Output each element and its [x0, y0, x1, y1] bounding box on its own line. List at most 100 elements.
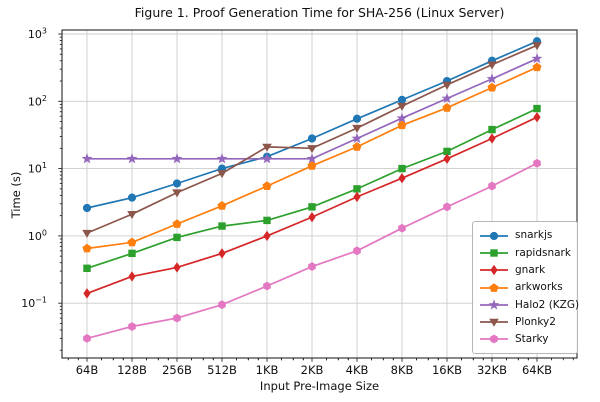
marker-hexagon	[353, 246, 361, 256]
marker-triangle-down	[442, 81, 452, 90]
marker-hexagon	[83, 333, 91, 343]
legend-label: gnark	[515, 263, 546, 276]
marker-square	[490, 249, 498, 257]
marker-hexagon	[490, 335, 498, 344]
legend-label: Starky	[515, 333, 549, 346]
series-rapidsnark	[83, 104, 541, 273]
x-tick-label: 64KB	[522, 363, 552, 377]
marker-star	[396, 112, 408, 123]
marker-triangle-down	[532, 42, 542, 51]
marker-diamond	[398, 173, 406, 184]
marker-circle	[489, 231, 499, 240]
x-tick-label: 32KB	[477, 363, 507, 377]
marker-triangle-down	[352, 124, 362, 133]
legend-item-starky: Starky	[479, 331, 570, 348]
legend-item-plonky2: Plonky2	[479, 313, 570, 330]
marker-star	[531, 52, 543, 64]
marker-hexagon	[263, 281, 271, 291]
series-plonky2	[82, 42, 542, 238]
y-tick-label: 102	[28, 94, 47, 109]
marker-circle	[82, 203, 92, 213]
marker-square	[443, 147, 451, 156]
chart-title: Figure 1. Proof Generation Time for SHA-…	[134, 5, 505, 20]
marker-star	[216, 153, 228, 164]
marker-star	[81, 153, 93, 164]
marker-star	[171, 153, 183, 164]
legend-item-gnark: gnark	[479, 262, 570, 279]
marker-hexagon	[443, 202, 451, 212]
marker-circle	[352, 114, 362, 123]
x-tick-label: 1KB	[256, 363, 279, 377]
legend-label: Halo2 (KZG)	[515, 298, 580, 311]
y-tick-label: 100	[28, 228, 47, 243]
x-tick-label: 256B	[162, 363, 192, 377]
legend-label: arkworks	[515, 281, 563, 294]
marker-hexagon	[218, 300, 226, 310]
x-tick-label: 16KB	[432, 363, 462, 377]
marker-square	[533, 104, 541, 113]
legend-label: snarkjs	[515, 229, 553, 242]
marker-pentagon	[82, 243, 92, 253]
legend: snarkjs rapidsnark gnark arkworks Halo2 (KZG…	[472, 221, 579, 355]
marker-hexagon	[533, 158, 541, 168]
legend-label: Plonky2	[515, 315, 556, 328]
marker-pentagon	[217, 201, 227, 210]
series-snarkjs	[82, 37, 542, 213]
marker-hexagon	[173, 313, 181, 323]
legend-marker-icon	[480, 282, 508, 292]
marker-pentagon	[127, 237, 137, 247]
marker-square	[218, 222, 226, 230]
marker-pentagon	[307, 161, 317, 170]
legend-marker-icon	[480, 249, 508, 257]
y-tick-label: 103	[28, 27, 47, 42]
series-arkworks	[82, 62, 542, 253]
marker-star	[306, 153, 318, 164]
legend-label: rapidsnark	[515, 246, 571, 259]
x-tick-label: 128B	[117, 363, 147, 377]
marker-pentagon	[262, 181, 272, 190]
legend-item-halo2-kzg-: Halo2 (KZG)	[479, 296, 579, 313]
marker-circle	[307, 134, 317, 143]
series-starky	[83, 158, 541, 343]
marker-triangle-down	[127, 211, 137, 220]
marker-diamond	[443, 153, 451, 164]
marker-circle	[397, 95, 407, 104]
y-tick-label: 101	[28, 161, 47, 176]
marker-pentagon	[352, 142, 362, 151]
marker-star	[261, 153, 273, 164]
marker-star	[351, 132, 363, 144]
legend-item-snarkjs: snarkjs	[479, 227, 570, 244]
legend-marker-icon	[480, 318, 508, 327]
marker-triangle-down	[307, 145, 317, 154]
legend-marker-icon	[480, 299, 508, 310]
marker-diamond	[308, 211, 316, 223]
marker-circle	[127, 193, 137, 202]
x-tick-label: 2KB	[301, 363, 324, 377]
legend-item-rapidsnark: rapidsnark	[479, 244, 571, 261]
marker-diamond	[353, 191, 361, 203]
marker-pentagon	[532, 62, 542, 72]
marker-square	[488, 125, 496, 134]
axes-frame	[61, 29, 578, 359]
legend-marker-icon	[480, 231, 508, 240]
x-tick-label: 512B	[207, 363, 237, 377]
marker-square	[353, 185, 361, 193]
marker-star	[126, 153, 138, 164]
marker-triangle-down	[397, 102, 407, 111]
series-gnark	[83, 112, 541, 299]
marker-pentagon	[172, 219, 182, 228]
marker-diamond	[263, 230, 271, 242]
marker-circle	[172, 179, 182, 188]
marker-triangle-down	[217, 170, 227, 179]
marker-pentagon	[442, 103, 452, 112]
marker-triangle-down	[82, 229, 92, 238]
x-tick-label: 8KB	[391, 363, 414, 377]
marker-star	[488, 299, 500, 310]
marker-square	[173, 233, 181, 242]
x-tick-label: 4KB	[346, 363, 369, 377]
marker-pentagon	[397, 120, 407, 130]
legend-marker-icon	[480, 335, 508, 344]
marker-pentagon	[487, 82, 497, 92]
marker-square	[83, 264, 91, 273]
